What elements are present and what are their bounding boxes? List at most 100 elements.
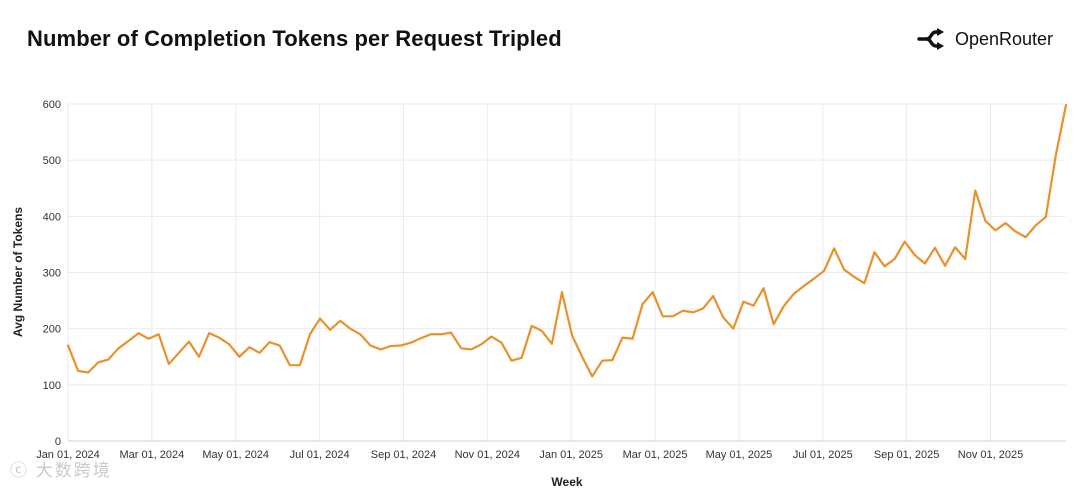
data-point[interactable] (509, 358, 515, 364)
data-point[interactable] (882, 263, 888, 269)
data-point[interactable] (216, 335, 222, 341)
data-point[interactable] (791, 291, 797, 297)
data-point[interactable] (448, 330, 454, 336)
data-point[interactable] (478, 341, 484, 347)
data-point[interactable] (599, 358, 605, 364)
data-point[interactable] (186, 339, 192, 345)
data-point[interactable] (740, 299, 746, 305)
data-point[interactable] (992, 227, 998, 233)
data-point[interactable] (156, 331, 162, 337)
data-point[interactable] (408, 340, 414, 346)
data-point[interactable] (1013, 228, 1019, 234)
data-point[interactable] (267, 339, 273, 345)
data-point[interactable] (982, 218, 988, 224)
data-point[interactable] (851, 274, 857, 280)
data-point[interactable] (680, 308, 686, 314)
data-point[interactable] (1043, 214, 1049, 220)
data-point[interactable] (317, 316, 323, 322)
data-point[interactable] (831, 245, 837, 251)
data-point[interactable] (841, 267, 847, 273)
data-point[interactable] (1003, 220, 1009, 226)
data-point[interactable] (115, 345, 121, 351)
data-point[interactable] (549, 341, 555, 347)
data-point[interactable] (821, 268, 827, 274)
data-point[interactable] (347, 326, 353, 332)
data-point[interactable] (196, 354, 202, 360)
data-point[interactable] (257, 350, 263, 356)
data-point[interactable] (922, 261, 928, 267)
data-point[interactable] (176, 350, 182, 356)
data-point[interactable] (75, 368, 81, 374)
data-point[interactable] (1053, 152, 1059, 158)
data-point[interactable] (1023, 234, 1029, 240)
data-point[interactable] (428, 331, 434, 337)
data-point[interactable] (750, 303, 756, 309)
data-point[interactable] (438, 331, 444, 337)
data-point[interactable] (95, 359, 101, 365)
data-point[interactable] (85, 369, 91, 375)
data-point[interactable] (932, 245, 938, 251)
data-point[interactable] (630, 336, 636, 342)
data-point[interactable] (206, 330, 212, 336)
data-point[interactable] (952, 244, 958, 250)
data-point[interactable] (277, 343, 283, 349)
data-point[interactable] (761, 285, 767, 291)
data-point[interactable] (801, 283, 807, 289)
data-point[interactable] (559, 289, 565, 295)
data-point[interactable] (892, 256, 898, 262)
data-point[interactable] (357, 331, 363, 337)
data-point[interactable] (942, 263, 948, 269)
data-point[interactable] (529, 323, 535, 329)
data-point[interactable] (781, 303, 787, 309)
data-point[interactable] (720, 314, 726, 320)
data-point[interactable] (307, 331, 313, 337)
data-point[interactable] (418, 335, 424, 341)
data-point[interactable] (226, 341, 232, 347)
data-point[interactable] (498, 340, 504, 346)
data-point[interactable] (730, 326, 736, 332)
data-point[interactable] (327, 327, 333, 333)
data-point[interactable] (458, 345, 464, 351)
data-point[interactable] (579, 354, 585, 360)
data-point[interactable] (650, 289, 656, 295)
data-point[interactable] (398, 343, 404, 349)
data-point[interactable] (146, 336, 152, 342)
data-point[interactable] (589, 373, 595, 379)
data-point[interactable] (710, 293, 716, 299)
data-point[interactable] (972, 187, 978, 193)
data-point[interactable] (287, 362, 293, 368)
data-point[interactable] (166, 361, 172, 367)
data-point[interactable] (105, 357, 111, 363)
data-point[interactable] (367, 343, 373, 349)
data-point[interactable] (378, 346, 384, 352)
data-point[interactable] (771, 321, 777, 327)
data-point[interactable] (690, 309, 696, 315)
data-point[interactable] (337, 318, 343, 324)
data-point[interactable] (488, 334, 494, 340)
data-point[interactable] (609, 357, 615, 363)
data-point[interactable] (236, 354, 242, 360)
data-point[interactable] (519, 355, 525, 361)
data-point[interactable] (640, 301, 646, 307)
data-point[interactable] (125, 338, 131, 344)
data-point[interactable] (468, 346, 474, 352)
data-point[interactable] (670, 313, 676, 319)
data-point[interactable] (388, 343, 394, 349)
data-point[interactable] (912, 252, 918, 258)
data-point[interactable] (246, 344, 252, 350)
data-point[interactable] (619, 335, 625, 341)
data-point[interactable] (811, 276, 817, 282)
data-point[interactable] (1063, 102, 1069, 108)
data-point[interactable] (569, 332, 575, 338)
data-point[interactable] (1033, 222, 1039, 228)
data-point[interactable] (962, 256, 968, 262)
data-point[interactable] (660, 313, 666, 319)
data-point[interactable] (297, 362, 303, 368)
data-point[interactable] (700, 305, 706, 311)
data-point[interactable] (65, 343, 71, 349)
data-point[interactable] (136, 330, 142, 336)
data-point[interactable] (902, 239, 908, 245)
data-point[interactable] (539, 328, 545, 334)
data-point[interactable] (871, 249, 877, 255)
data-point[interactable] (861, 280, 867, 286)
